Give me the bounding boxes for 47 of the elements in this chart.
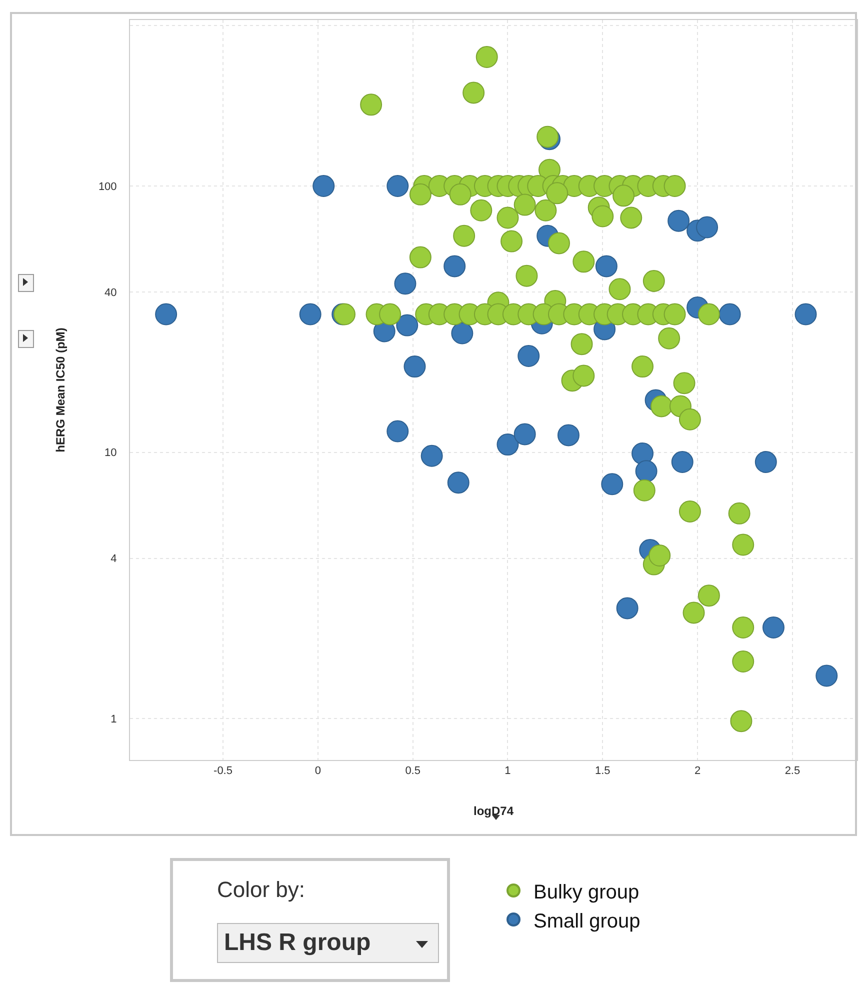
x-tick-label: 0.5 — [405, 765, 420, 778]
point — [671, 451, 694, 474]
point — [595, 255, 618, 278]
point — [386, 175, 409, 197]
point — [514, 423, 536, 446]
x-tick-label: 2.5 — [784, 765, 800, 778]
point — [396, 314, 418, 336]
point — [794, 303, 817, 326]
legend-label: Bulky group — [534, 881, 640, 904]
x-axis-title: logD74 — [473, 804, 514, 818]
legend-title: Color by: — [217, 877, 306, 903]
point — [518, 345, 540, 368]
point — [420, 444, 443, 467]
y-tick-label: 1 — [110, 714, 117, 726]
x-tick-label: 0 — [314, 765, 321, 778]
point — [386, 420, 409, 442]
point — [444, 255, 466, 278]
y-axis-title: hERG Mean IC50 (pM) — [54, 328, 68, 452]
x-tick-label: 1 — [504, 765, 511, 778]
point — [696, 216, 718, 238]
x-tick-label: 1.5 — [594, 765, 610, 778]
point — [635, 460, 658, 482]
point — [447, 472, 470, 494]
legend-label: Small group — [534, 910, 640, 932]
y-tick-label: 10 — [104, 447, 117, 460]
point — [299, 303, 322, 326]
point — [754, 451, 777, 474]
point — [632, 442, 654, 465]
point — [616, 597, 638, 620]
point — [718, 303, 741, 326]
point — [155, 303, 178, 326]
point — [816, 664, 838, 687]
point — [557, 424, 580, 446]
point — [404, 356, 426, 378]
point — [451, 322, 474, 344]
point — [312, 175, 335, 197]
y-tick-label: 40 — [104, 286, 117, 299]
y-tick-label: 4 — [110, 553, 117, 566]
x-tick-label: -0.5 — [214, 765, 232, 778]
y-tick-label: 100 — [98, 180, 117, 193]
x-tick-label: 2 — [694, 765, 701, 778]
point — [601, 473, 624, 496]
point — [496, 434, 519, 456]
point — [668, 210, 690, 232]
text: LHS R group — [224, 929, 371, 957]
point — [762, 616, 784, 639]
point — [394, 272, 416, 295]
